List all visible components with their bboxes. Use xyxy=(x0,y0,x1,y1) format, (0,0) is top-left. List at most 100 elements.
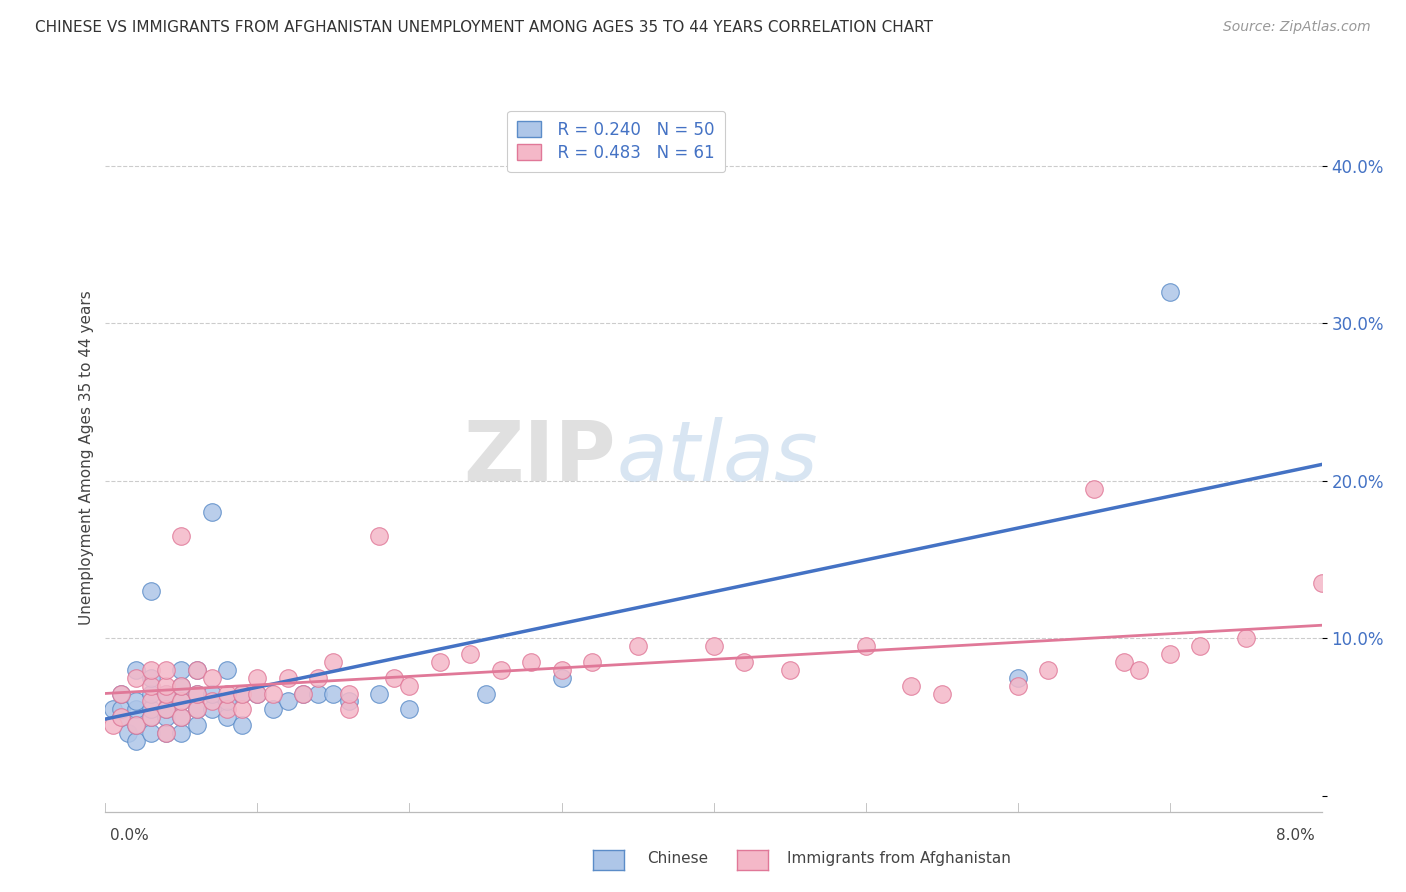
Point xyxy=(170,663,193,677)
Point xyxy=(217,694,239,708)
Text: Source: ZipAtlas.com: Source: ZipAtlas.com xyxy=(1223,20,1371,34)
Point xyxy=(155,726,177,740)
Point xyxy=(186,702,208,716)
Point xyxy=(201,671,224,685)
Point xyxy=(1234,632,1257,646)
Point xyxy=(186,687,208,701)
Point xyxy=(125,671,148,685)
Point xyxy=(277,671,299,685)
Point xyxy=(217,687,239,701)
Point xyxy=(186,702,208,716)
Point xyxy=(581,655,603,669)
Point xyxy=(110,710,132,724)
Point xyxy=(1083,482,1105,496)
Point xyxy=(125,733,148,747)
Point xyxy=(931,687,953,701)
Point xyxy=(125,694,148,708)
Point xyxy=(217,663,239,677)
Point xyxy=(217,702,239,716)
Point xyxy=(1007,679,1029,693)
Point xyxy=(231,687,253,701)
Point xyxy=(155,663,177,677)
Text: ZIP: ZIP xyxy=(464,417,616,498)
Point xyxy=(1007,671,1029,685)
Point xyxy=(139,671,162,685)
Point xyxy=(550,663,572,677)
Point xyxy=(110,702,132,716)
Point xyxy=(458,647,481,661)
Point xyxy=(277,694,299,708)
Point xyxy=(155,702,177,716)
Point xyxy=(307,671,329,685)
Point xyxy=(155,687,177,701)
Point xyxy=(201,702,224,716)
Point xyxy=(139,663,162,677)
Point xyxy=(110,710,132,724)
Point xyxy=(101,718,124,732)
Point xyxy=(139,702,162,716)
Point xyxy=(337,687,360,701)
Point xyxy=(170,679,193,693)
Point xyxy=(702,639,725,653)
Point xyxy=(900,679,922,693)
Point xyxy=(474,687,496,701)
Y-axis label: Unemployment Among Ages 35 to 44 years: Unemployment Among Ages 35 to 44 years xyxy=(79,290,94,624)
Point xyxy=(186,718,208,732)
Point xyxy=(398,679,420,693)
Point xyxy=(117,726,139,740)
Point xyxy=(186,663,208,677)
Legend:   R = 0.240   N = 50,   R = 0.483   N = 61: R = 0.240 N = 50, R = 0.483 N = 61 xyxy=(508,111,725,172)
Point xyxy=(155,687,177,701)
Point xyxy=(139,679,162,693)
Point xyxy=(201,694,224,708)
Point xyxy=(1159,647,1181,661)
Text: 0.0%: 0.0% xyxy=(110,828,149,843)
Point xyxy=(246,687,269,701)
Point xyxy=(262,687,284,701)
Point xyxy=(110,687,132,701)
Point xyxy=(292,687,315,701)
Point xyxy=(139,694,162,708)
Point xyxy=(170,694,193,708)
Point xyxy=(626,639,648,653)
Point xyxy=(170,710,193,724)
Point xyxy=(155,710,177,724)
Point xyxy=(101,702,124,716)
Point xyxy=(337,694,360,708)
Point xyxy=(1310,576,1333,591)
Point xyxy=(520,655,543,669)
Point xyxy=(139,710,162,724)
Point xyxy=(125,702,148,716)
Point xyxy=(201,687,224,701)
Point xyxy=(733,655,755,669)
Point xyxy=(292,687,315,701)
Point xyxy=(139,726,162,740)
Point xyxy=(170,726,193,740)
Text: 8.0%: 8.0% xyxy=(1275,828,1315,843)
Point xyxy=(217,710,239,724)
Point xyxy=(155,679,177,693)
Point xyxy=(170,710,193,724)
Text: Chinese: Chinese xyxy=(647,851,707,865)
Point xyxy=(170,679,193,693)
Point xyxy=(1036,663,1059,677)
Point xyxy=(125,718,148,732)
Point xyxy=(1159,285,1181,299)
Point xyxy=(307,687,329,701)
Point xyxy=(170,529,193,543)
Text: CHINESE VS IMMIGRANTS FROM AFGHANISTAN UNEMPLOYMENT AMONG AGES 35 TO 44 YEARS CO: CHINESE VS IMMIGRANTS FROM AFGHANISTAN U… xyxy=(35,20,934,35)
Point xyxy=(125,663,148,677)
Point xyxy=(337,702,360,716)
Point xyxy=(231,718,253,732)
Point xyxy=(139,687,162,701)
Point xyxy=(170,694,193,708)
Point xyxy=(110,687,132,701)
Point xyxy=(139,710,162,724)
Point xyxy=(155,726,177,740)
Point xyxy=(246,687,269,701)
Point xyxy=(489,663,512,677)
Point xyxy=(550,671,572,685)
Point xyxy=(201,505,224,519)
Point xyxy=(382,671,405,685)
Point xyxy=(322,687,344,701)
